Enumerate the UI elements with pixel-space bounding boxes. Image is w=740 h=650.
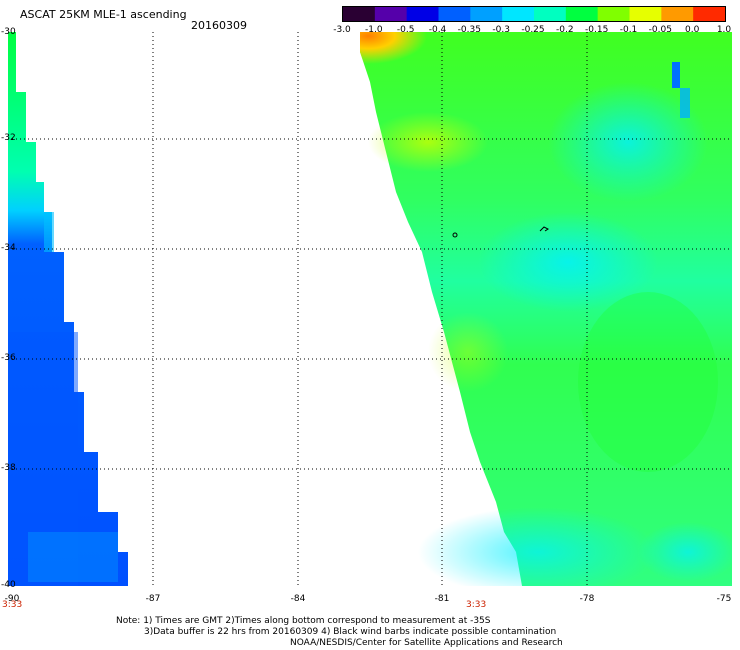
y-tick-label: -40 [1,580,16,590]
colorbar-swatch [438,7,471,21]
colorbar-tick-label: -0.05 [648,25,672,35]
grid-lines [8,32,732,586]
wind-barb-icon [539,226,549,232]
colorbar-tick-label: 1.0 [716,25,732,35]
colorbar [342,6,726,22]
colorbar-swatch [470,7,503,21]
colorbar-swatch [406,7,439,21]
note-line-2: 3)Data buffer is 22 hrs from 20160309 4)… [144,627,557,637]
colorbar-tick-label: -0.3 [492,25,510,35]
colorbar-swatch [502,7,535,21]
y-tick-label: -34 [1,243,16,253]
x-tick-label: -90 [4,594,20,604]
colorbar-tick-label: -3.0 [333,25,351,35]
note-line-1: Note: 1) Times are GMT 2)Times along bot… [116,616,491,626]
x-tick-label: -78 [579,594,595,604]
time-label-center: 3:33 [466,600,487,610]
colorbar-swatch [629,7,662,21]
colorbar-swatch [565,7,599,21]
y-tick-label: -32 [1,133,16,143]
colorbar-swatch [661,7,694,21]
colorbar-swatch [374,7,408,21]
colorbar-tick-label: 0.0 [684,25,700,35]
colorbar-tick-label: -0.2 [556,25,574,35]
colorbar-swatch [597,7,630,21]
right-swath [360,32,732,586]
colorbar-tick-label: -0.5 [396,25,415,35]
x-tick-label: -81 [434,594,450,604]
colorbar-swatch [343,7,376,21]
colorbar-tick-label: -0.25 [521,25,545,35]
note-line-3: NOAA/NESDIS/Center for Satellite Applica… [290,638,563,648]
x-tick-label: -87 [145,594,161,604]
x-tick-label: -75 [716,594,732,604]
colorbar-tick-label: -0.35 [457,25,481,35]
colorbar-swatch [693,7,725,21]
colorbar-tick-label: -1.0 [365,25,383,35]
map-plot [8,32,732,586]
colorbar-tick-label: -0.1 [619,25,638,35]
colorbar-tick-label: -0.15 [585,25,609,35]
map-title: ASCAT 25KM MLE-1 ascending [20,8,187,21]
y-tick-label: -38 [1,463,16,473]
colorbar-tick-label: -0.4 [428,25,447,35]
y-tick-label: -30 [1,27,16,37]
map-date: 20160309 [191,19,247,32]
left-swath [8,32,128,586]
time-label-left: 3:33 [2,600,23,610]
colorbar-swatch [534,7,567,21]
x-tick-label: -84 [290,594,306,604]
y-tick-label: -36 [1,353,16,363]
wind-barb-dot-icon [452,232,458,238]
